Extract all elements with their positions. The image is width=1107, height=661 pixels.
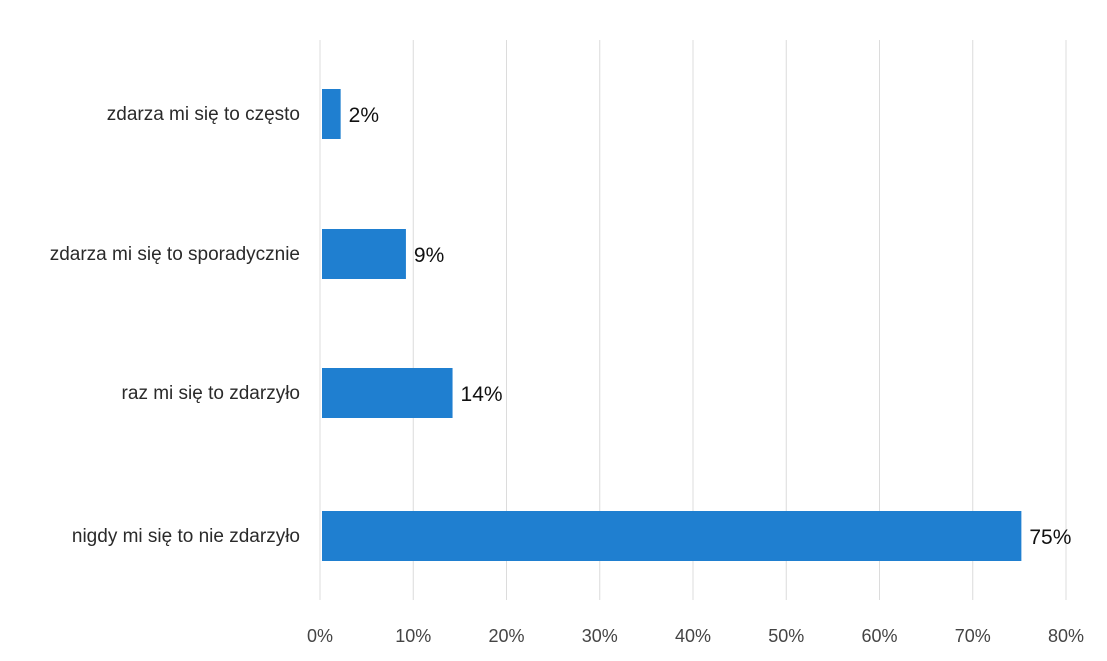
data-label: 75% <box>1029 526 1071 549</box>
category-label: zdarza mi się to sporadycznie <box>50 244 300 265</box>
bar <box>322 511 1022 561</box>
data-label: 9% <box>414 244 444 267</box>
bar <box>322 229 406 279</box>
labels: 0% 10% 20% 30% 40% 50% 60% 70% 80% zdarza mi się … <box>50 104 1084 646</box>
x-tick-label: 80% <box>1048 626 1084 646</box>
x-tick-label: 20% <box>488 626 524 646</box>
category-label: zdarza mi się to często <box>107 104 300 125</box>
bar <box>322 89 341 139</box>
bars <box>322 89 1022 561</box>
x-tick-label: 10% <box>395 626 431 646</box>
data-label: 14% <box>461 383 503 406</box>
category-label: nigdy mi się to nie zdarzyło <box>72 526 300 547</box>
x-tick-label: 30% <box>582 626 618 646</box>
x-tick-label: 70% <box>955 626 991 646</box>
x-tick-label: 0% <box>307 626 333 646</box>
category-label: raz mi się to zdarzyło <box>122 383 300 404</box>
bar <box>322 368 453 418</box>
x-tick-label: 60% <box>861 626 897 646</box>
x-tick-label: 50% <box>768 626 804 646</box>
gridlines <box>319 40 1067 600</box>
data-label: 2% <box>349 104 379 127</box>
x-tick-label: 40% <box>675 626 711 646</box>
